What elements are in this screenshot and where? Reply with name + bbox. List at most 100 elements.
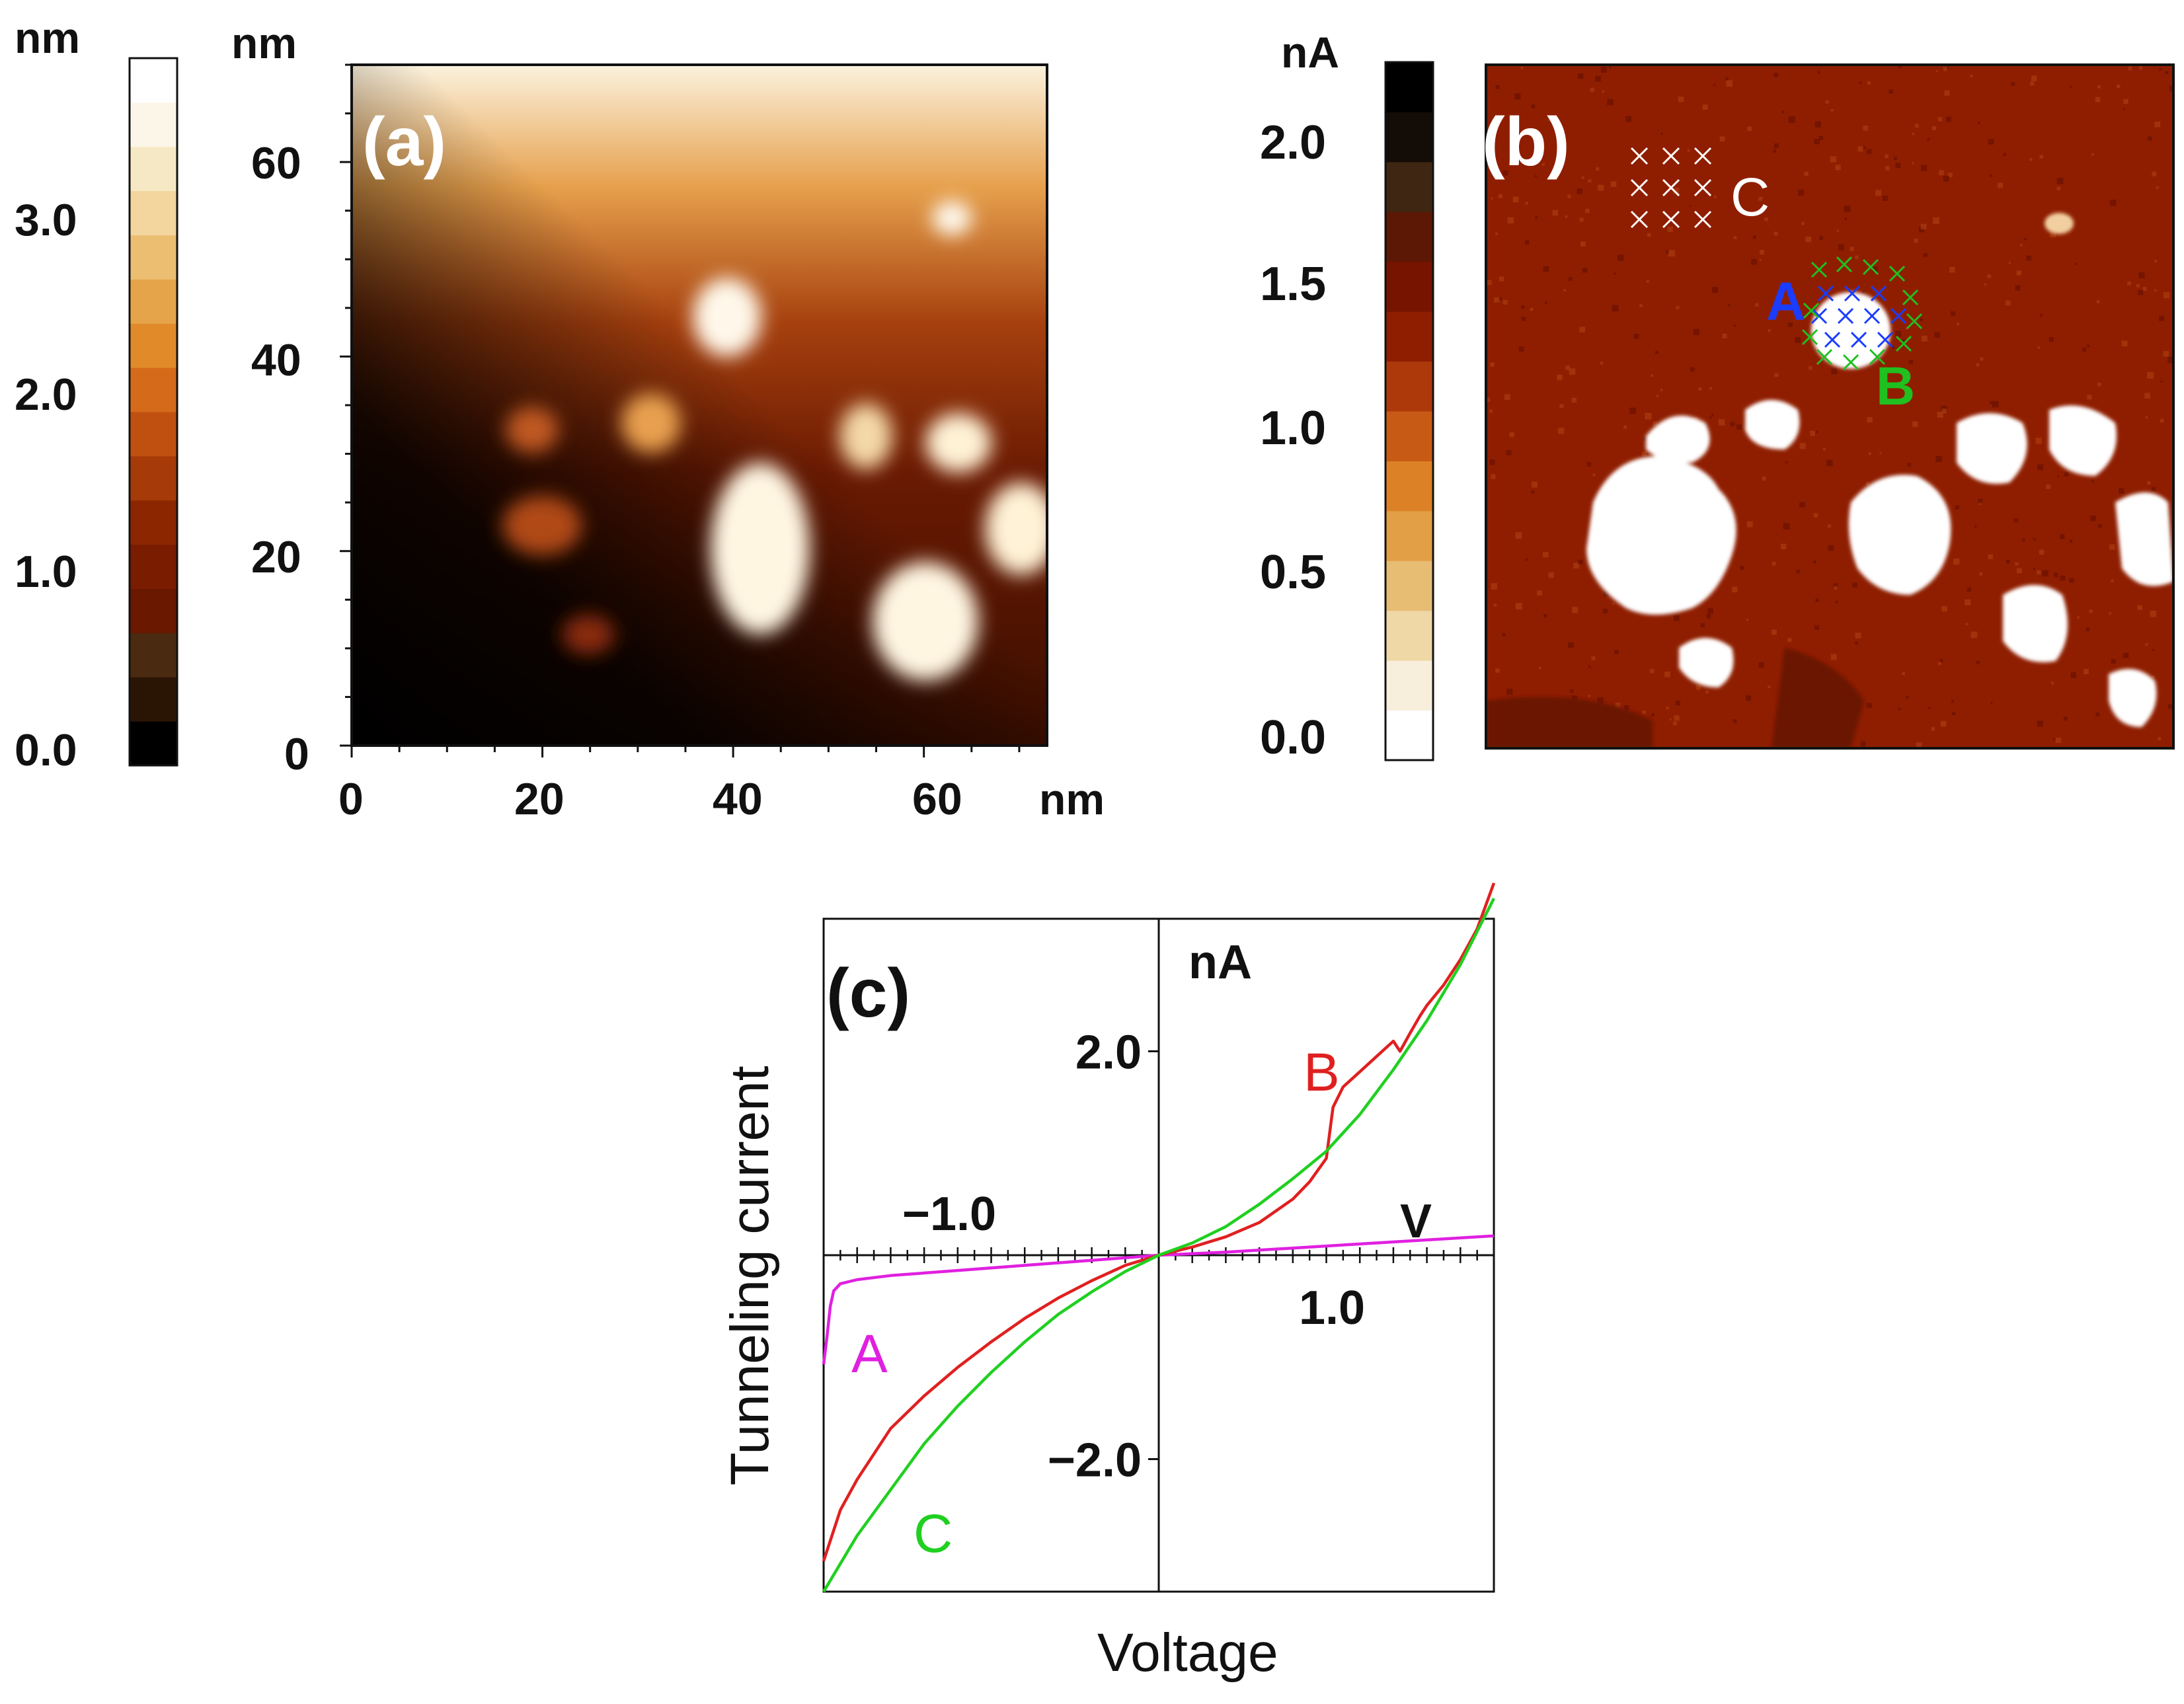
colorbar-swatch [1385, 660, 1433, 711]
panel-c-curve-label-b: B [1304, 1042, 1340, 1103]
marker-cross [1877, 331, 1894, 348]
marker-cross [1694, 147, 1712, 165]
colorbar-swatch [130, 677, 177, 722]
panel-b-marker-label-b: B [1876, 356, 1915, 416]
marker-cross [1850, 331, 1867, 348]
panel-c-y-label: Tunneling current [720, 1065, 780, 1485]
panel-c-y-unit: nA [1189, 936, 1252, 989]
colorbar-swatch [130, 58, 177, 103]
marker-cross [1811, 307, 1828, 325]
colorbar-swatch [1385, 361, 1433, 412]
marker-cross [1844, 285, 1861, 302]
panel-c-ticks [822, 1050, 1495, 1460]
panel-a-x-unit: nm [1039, 775, 1105, 824]
colorbar-swatch [130, 500, 177, 545]
marker-cross [1801, 329, 1818, 346]
marker-cross [1816, 348, 1833, 366]
colorbar-swatch [1385, 311, 1433, 362]
panel-a-y-tick: 60 [251, 138, 301, 188]
colorbar-swatch [1385, 561, 1433, 611]
colorbar-swatch [130, 368, 177, 412]
panel-c-x-tick-label: 1.0 [1299, 1282, 1365, 1335]
colorbar-swatch [1385, 62, 1433, 112]
marker-cross [1694, 178, 1712, 197]
curve-a [822, 1234, 1495, 1365]
panel-a-colorbar [130, 58, 177, 766]
panel-a-x-minor-ticks [350, 746, 1021, 757]
marker-cross [1889, 265, 1906, 282]
panel-b-colorbar-tick: 0.0 [1260, 711, 1326, 764]
panel-a-y-minor-ticks [340, 63, 352, 747]
panel-a-y-tick: 40 [251, 335, 301, 385]
marker-cross [1630, 178, 1649, 197]
colorbar-swatch [1385, 610, 1433, 661]
panel-c-y-tick-label: 2.0 [1075, 1026, 1142, 1079]
marker-cross [1895, 335, 1912, 352]
panel-b: nA 2.0 1.5 1.0 0.5 0.0 [1260, 28, 2175, 764]
panel-a-colorbar-tick: 1.0 [15, 547, 77, 597]
colorbar-swatch [130, 721, 177, 766]
marker-cross [1890, 307, 1907, 325]
marker-cross [1662, 147, 1680, 165]
colorbar-swatch [130, 279, 177, 324]
marker-cross [1842, 354, 1859, 371]
marker-cross [1836, 256, 1853, 273]
panel-a-image [352, 65, 1047, 746]
marker-cross [1870, 285, 1887, 302]
panel-b-label: (b) [1482, 104, 1570, 180]
colorbar-swatch [1385, 510, 1433, 561]
colorbar-swatch [130, 412, 177, 457]
panel-c-curves [822, 882, 1496, 1593]
panel-b-marker-label-a: A [1766, 272, 1805, 332]
panel-a-x-tick: 40 [713, 774, 763, 824]
panel-b-marker-label-c: C [1731, 167, 1770, 227]
marker-cross [1837, 307, 1854, 325]
curve-b [822, 882, 1496, 1562]
panel-a-x-tick: 60 [912, 774, 962, 824]
marker-cross [1817, 285, 1834, 302]
panel-b-frame [1485, 63, 2175, 750]
panel-a-colorbar-tick: 0.0 [15, 725, 77, 775]
panel-c-y-tick-label: −2.0 [1048, 1434, 1142, 1487]
colorbar-swatch [130, 235, 177, 280]
panel-a-colorbar-unit: nm [15, 13, 80, 62]
panel-b-colorbar-tick: 0.5 [1260, 546, 1326, 599]
colorbar-swatch [1385, 261, 1433, 312]
colorbar-swatch [1385, 411, 1433, 461]
panel-c-label: (c) [826, 955, 910, 1032]
panel-a-y-tick: 0 [284, 729, 309, 779]
panel-b-colorbar-tick: 2.0 [1260, 116, 1326, 169]
marker-cross [1662, 178, 1680, 197]
panel-b-colorbar-frame [1384, 61, 1434, 761]
panel-a-x-tick: 20 [514, 774, 565, 824]
colorbar-swatch [1385, 112, 1433, 163]
panel-a-x-tick: 0 [338, 774, 364, 824]
panel-a-colorbar-frame [128, 57, 178, 767]
panel-a-colorbar-tick: 2.0 [15, 369, 77, 420]
marker-cross [1662, 210, 1680, 229]
panel-c-x-unit: V [1400, 1195, 1432, 1248]
panel-a-colorbar-tick: 3.0 [15, 195, 77, 245]
curve-c [822, 898, 1496, 1593]
panel-a-y-unit: nm [231, 19, 297, 67]
colorbar-swatch [130, 102, 177, 147]
panel-b-colorbar-unit: nA [1281, 28, 1339, 77]
panel-b-image [1486, 65, 2173, 748]
colorbar-swatch [1385, 161, 1433, 212]
panel-c-curve-label-c: C [914, 1504, 953, 1564]
panel-b-colorbar [1385, 62, 1433, 761]
colorbar-swatch [130, 190, 177, 235]
marker-cross [1694, 210, 1712, 229]
colorbar-swatch [130, 544, 177, 589]
colorbar-swatch [130, 455, 177, 501]
panel-c-x-label: Voltage [1097, 1623, 1278, 1683]
marker-cross [1811, 261, 1828, 278]
marker-cross [1824, 331, 1841, 348]
panel-a-y-tick: 20 [251, 532, 301, 582]
colorbar-swatch [130, 588, 177, 633]
marker-cross [1906, 313, 1923, 330]
panel-b-colorbar-tick: 1.0 [1260, 402, 1326, 455]
panel-a-label: (a) [362, 104, 446, 180]
colorbar-swatch [1385, 710, 1433, 761]
